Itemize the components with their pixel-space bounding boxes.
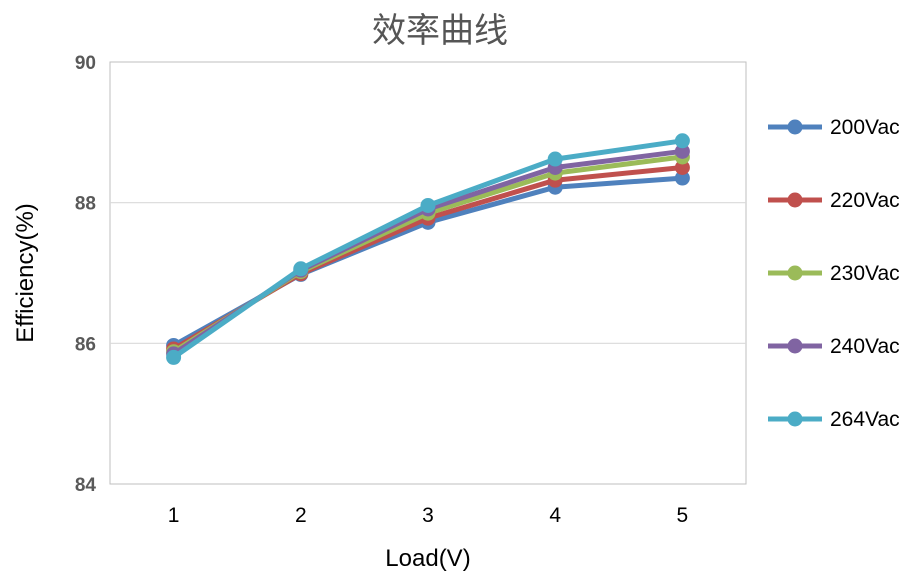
legend-item: 230Vac [768,262,900,285]
data-point [674,143,690,159]
legend-swatch-marker [787,265,803,281]
series-264Vac [166,133,690,365]
data-point [166,349,182,365]
y-tick-label: 88 [75,194,96,215]
legend-item: 264Vac [768,408,900,431]
chart-title: 效率曲线 [372,11,508,51]
x-tick-label: 1 [168,504,180,527]
legend-swatch-marker [787,192,803,208]
series-220Vac [166,160,690,357]
plot-area [109,61,747,485]
y-tick-label: 90 [75,53,96,74]
data-point [547,151,563,167]
series-line [172,154,683,354]
y-tick-label: 84 [75,475,97,496]
legend-label: 264Vac [830,408,900,431]
y-tick-label: 86 [75,334,96,355]
legend-swatch-marker [787,411,803,427]
series-200Vac [166,170,690,353]
series-lines [166,133,690,365]
legend-label: 240Vac [830,335,900,358]
data-point [420,197,436,213]
legend-item: 240Vac [768,335,900,358]
x-tick-label: 5 [677,504,689,527]
legend: 200Vac 220Vac 230Vac 240Vac 264Vac [768,116,900,431]
legend-item: 200Vac [768,116,900,139]
series-line [172,165,683,352]
data-point [674,160,690,175]
legend-swatch-marker [787,338,803,354]
legend-label: 220Vac [830,189,900,212]
legend-label: 200Vac [830,116,900,139]
x-axis-ticks: 1 2 3 4 5 [168,504,688,527]
legend-item: 220Vac [768,189,900,212]
legend-swatch-marker [787,119,803,135]
data-point [674,133,690,149]
data-point [293,261,309,277]
x-tick-label: 4 [549,504,561,527]
legend-label: 230Vac [830,262,900,285]
y-axis-ticks: 84 86 88 90 [75,53,97,496]
y-axis-label: Efficiency(%) [12,203,39,343]
x-tick-label: 3 [422,504,434,527]
data-point [674,170,690,186]
x-tick-label: 2 [295,504,307,527]
x-axis-label: Load(V) [385,545,470,572]
